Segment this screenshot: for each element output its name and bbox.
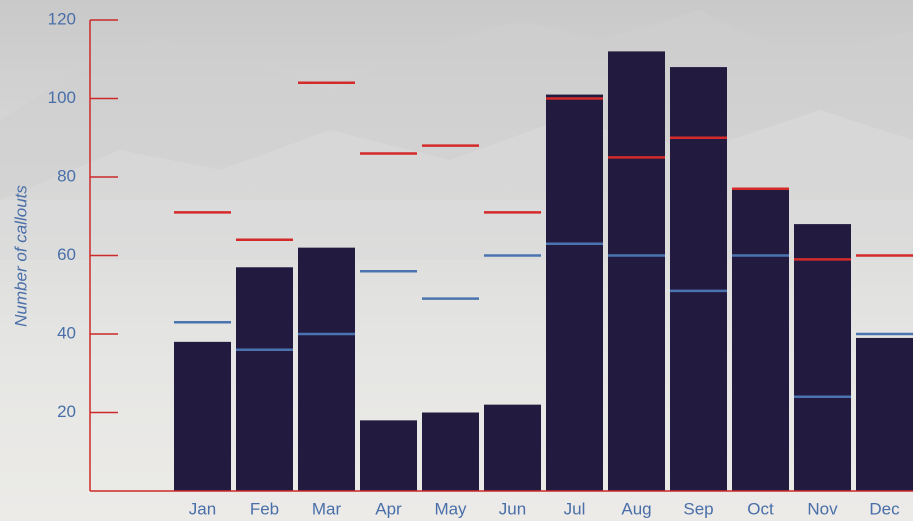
bar — [546, 94, 603, 491]
bar — [174, 341, 231, 491]
x-tick-label: Feb — [250, 499, 279, 518]
bar — [608, 51, 665, 492]
x-tick-label: Jun — [499, 499, 526, 518]
x-tick-label: Oct — [747, 499, 774, 518]
bar — [422, 412, 479, 491]
x-tick-label: Sep — [683, 499, 713, 518]
y-tick-label: 100 — [48, 88, 76, 107]
bar — [670, 67, 727, 491]
y-tick-label: 80 — [57, 166, 76, 185]
x-tick-label: Aug — [621, 499, 651, 518]
x-tick-label: Nov — [807, 499, 838, 518]
y-tick-label: 20 — [57, 402, 76, 421]
x-tick-label: Jan — [189, 499, 216, 518]
x-tick-label: Dec — [869, 499, 900, 518]
x-tick-label: Jul — [564, 499, 586, 518]
bar — [794, 224, 851, 491]
x-tick-label: Apr — [375, 499, 402, 518]
bar — [732, 188, 789, 491]
y-tick-label: 40 — [57, 323, 76, 342]
bar — [298, 247, 355, 491]
y-axis-label: Number of callouts — [11, 185, 30, 327]
x-tick-label: May — [434, 499, 467, 518]
y-tick-label: 120 — [48, 9, 76, 28]
bar — [856, 337, 913, 491]
bar — [360, 420, 417, 491]
x-tick-label: Mar — [312, 499, 342, 518]
bar — [236, 267, 293, 491]
y-tick-label: 60 — [57, 245, 76, 264]
bar — [484, 404, 541, 491]
